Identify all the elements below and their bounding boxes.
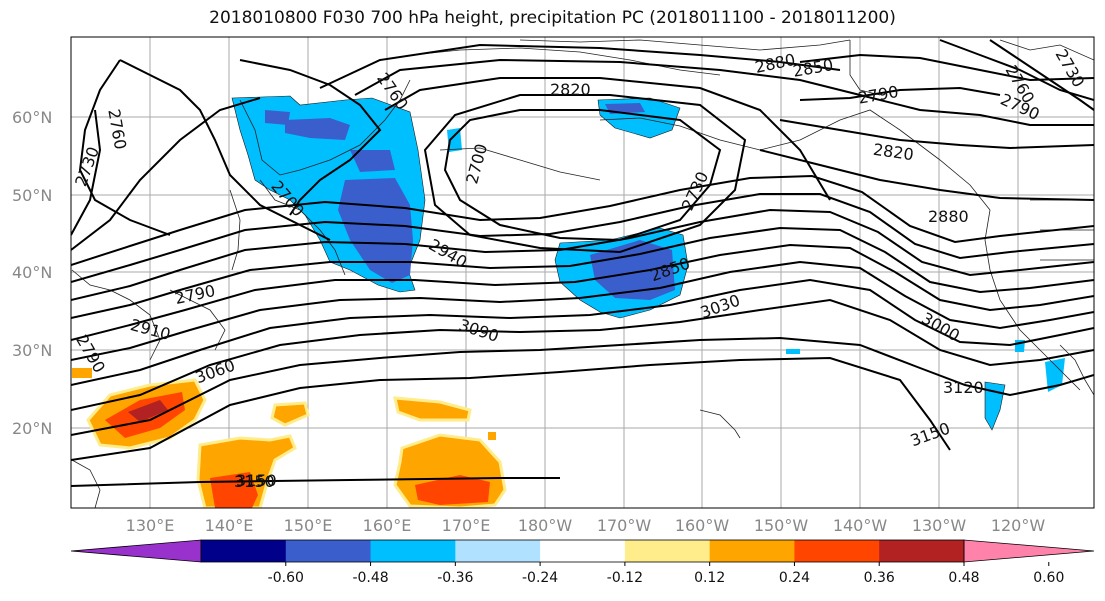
colorbar-tick-label: -0.60 <box>268 570 304 586</box>
colorbar-tick-label: 0.36 <box>864 570 895 586</box>
lat-label: 20°N <box>12 419 52 438</box>
colorbar-segment <box>540 540 626 562</box>
colorbar-frame <box>200 539 965 563</box>
latitude-labels: 60°N 50°N 40°N 30°N 20°N <box>12 108 52 438</box>
map-border <box>70 36 1095 509</box>
colorbar-segment <box>709 540 795 562</box>
lon-label: 170°E <box>442 516 491 535</box>
colorbar-segment <box>285 540 372 562</box>
colorbar-tick-label: 0.60 <box>1033 570 1064 586</box>
longitude-labels: 130°E 140°E 150°E 160°E 170°E 180°W 170°… <box>126 516 1046 535</box>
lat-label: 60°N <box>12 108 52 127</box>
contour-label: 3120 <box>943 378 984 397</box>
colorbar-segment <box>70 539 202 563</box>
lon-label: 160°E <box>363 516 412 535</box>
colorbar: -0.60 -0.48 -0.36 -0.24 -0.12 0.12 0.24 0.36 0.4… <box>70 539 1095 586</box>
colorbar-segment <box>879 540 965 562</box>
map-title: 2018010800 F030 700 hPa height, precipit… <box>209 8 896 28</box>
height-contours <box>71 39 1094 487</box>
lon-label: 130°W <box>912 516 967 535</box>
lat-label: 30°N <box>12 341 52 360</box>
lon-label: 150°E <box>284 516 333 535</box>
lon-label: 170°W <box>597 516 652 535</box>
colorbar-tick-label: 0.48 <box>948 570 979 586</box>
colorbar-tick-label: 0.12 <box>694 570 725 586</box>
lon-label: 130°E <box>126 516 175 535</box>
coastlines <box>71 39 1094 508</box>
lon-label: 140°W <box>833 516 888 535</box>
lon-label: 150°W <box>754 516 809 535</box>
lon-label: 160°W <box>675 516 730 535</box>
lon-label: 140°E <box>205 516 254 535</box>
colorbar-tick-label: -0.24 <box>522 570 558 586</box>
colorbar-segment <box>794 540 880 562</box>
contour-label: 3150 <box>236 471 277 490</box>
colorbar-segment <box>963 539 1095 563</box>
lat-label: 50°N <box>12 186 52 205</box>
lon-label: 180°W <box>518 516 573 535</box>
colorbar-segment <box>624 540 711 562</box>
lon-label: 120°W <box>991 516 1046 535</box>
colorbar-tick-label: -0.36 <box>437 570 473 586</box>
colorbar-segment <box>201 540 287 562</box>
precip-positive-shading <box>72 368 507 508</box>
colorbar-tick-label: -0.48 <box>352 570 388 586</box>
colorbar-tick-label: -0.12 <box>607 570 643 586</box>
contour-label: 3150 <box>234 472 275 491</box>
lat-label: 40°N <box>12 263 52 282</box>
colorbar-tick-label: 0.24 <box>779 570 810 586</box>
colorbar-segment <box>455 540 541 562</box>
contour-label: 2880 <box>928 207 969 226</box>
colorbar-segment <box>370 540 456 562</box>
contour-label: 2820 <box>550 80 591 99</box>
